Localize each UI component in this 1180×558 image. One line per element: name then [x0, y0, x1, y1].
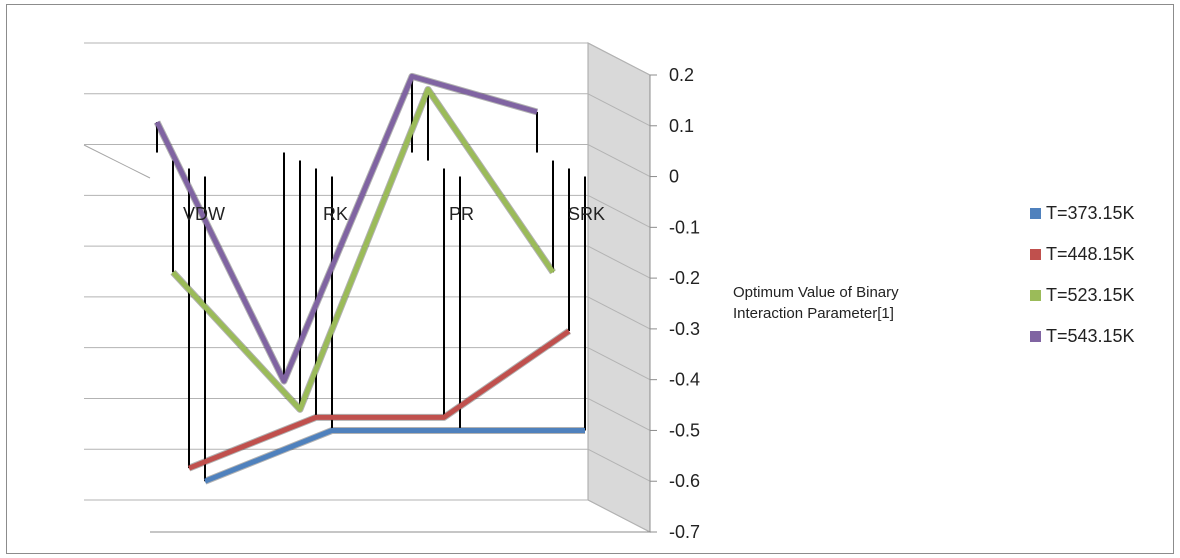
gridline-depth [587, 448, 651, 482]
gridline-depth [587, 144, 651, 177]
y-axis-title: Optimum Value of Binary Interaction Para… [733, 284, 899, 322]
series-line [171, 86, 556, 412]
y-tick-label: -0.7 [669, 522, 700, 542]
floor-back-edge [83, 144, 151, 179]
legend-label: T=543.15K [1046, 325, 1135, 346]
y-tick-label: -0.3 [669, 319, 700, 339]
legend-label: T=373.15K [1046, 202, 1135, 223]
legend-swatch [1030, 248, 1041, 260]
right-wall [587, 42, 651, 533]
gridline-depth [587, 245, 651, 279]
series-line [188, 328, 571, 471]
y-tick-label: -0.1 [669, 217, 700, 237]
y-tick-label: 0.1 [669, 116, 694, 136]
legend-swatch [1030, 289, 1041, 301]
gridline-depth [587, 296, 651, 330]
y-tick-label: -0.5 [669, 420, 700, 440]
y-tick-label: 0 [669, 167, 679, 187]
series-line [154, 73, 538, 384]
gridline-depth [587, 42, 651, 76]
gridline-depth [587, 347, 651, 381]
category-label: VDW [183, 204, 225, 224]
legend-label: T=448.15K [1046, 243, 1135, 264]
category-label: PR [449, 204, 474, 224]
gridline-depth [587, 93, 651, 127]
y-tick-label: -0.6 [669, 471, 700, 491]
legend-item: T=448.15K [1030, 244, 1135, 264]
legend-label: T=523.15K [1046, 284, 1135, 305]
y-tick-label: 0.2 [669, 65, 694, 85]
category-label: SRK [568, 204, 605, 224]
legend-item: T=373.15K [1030, 203, 1135, 223]
gridline-depth [587, 398, 651, 431]
y-tick-label: -0.2 [669, 268, 700, 288]
gridline-depth [587, 499, 651, 533]
category-label: RK [323, 204, 348, 224]
y-tick-label: -0.4 [669, 370, 700, 390]
legend-item: T=523.15K [1030, 285, 1135, 305]
legend-swatch [1030, 207, 1041, 219]
legend-item: T=543.15K [1030, 326, 1135, 346]
gridline-depth [587, 194, 651, 228]
legend-swatch [1030, 330, 1041, 342]
legend: T=373.15K T=448.15K T=523.15K T=543.15K [1030, 203, 1135, 367]
series-line [204, 427, 585, 484]
